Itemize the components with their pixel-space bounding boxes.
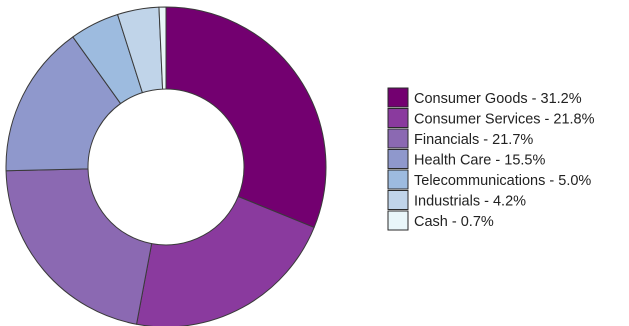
legend-swatch bbox=[387, 210, 409, 231]
donut-slice-financials bbox=[5, 168, 153, 325]
legend-label: Financials - 21.7% bbox=[414, 132, 533, 148]
donut-slice-consumer-goods bbox=[165, 6, 327, 228]
legend-label: Consumer Goods - 31.2% bbox=[414, 91, 582, 107]
legend-swatch bbox=[387, 87, 409, 108]
legend-label: Consumer Services - 21.8% bbox=[414, 112, 595, 128]
legend: Consumer Goods - 31.2% Consumer Services … bbox=[387, 87, 595, 231]
legend-label: Industrials - 4.2% bbox=[414, 194, 526, 210]
legend-label: Cash - 0.7% bbox=[414, 214, 494, 230]
legend-swatch bbox=[387, 149, 409, 169]
legend-label: Telecommunications - 5.0% bbox=[414, 173, 591, 189]
legend-swatch bbox=[387, 169, 409, 190]
legend-swatch bbox=[387, 190, 409, 210]
donut-slice-cash bbox=[158, 6, 167, 90]
donut-slices bbox=[5, 6, 327, 326]
legend-label: Health Care - 15.5% bbox=[414, 153, 545, 169]
legend-swatch bbox=[387, 128, 409, 149]
legend-swatch bbox=[387, 108, 409, 128]
